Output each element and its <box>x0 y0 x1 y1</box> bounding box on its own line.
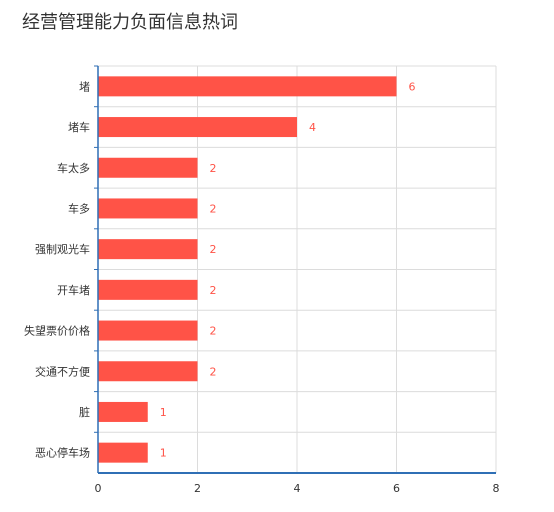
bar <box>98 442 148 463</box>
data-label: 2 <box>210 243 217 256</box>
category-label: 车太多 <box>57 161 90 175</box>
category-label: 失望票价价格 <box>24 324 90 338</box>
bar <box>98 198 198 219</box>
bar <box>98 239 198 260</box>
category-label: 堵车 <box>68 120 90 134</box>
category-label: 脏 <box>79 406 90 419</box>
chart-title: 经营管理能力负面信息热词 <box>22 12 238 33</box>
data-label: 2 <box>210 202 217 215</box>
bar <box>98 117 297 138</box>
data-label: 6 <box>409 80 416 93</box>
bar <box>98 76 397 97</box>
category-label: 交通不方便 <box>35 364 90 378</box>
bar <box>98 401 148 422</box>
data-label: 4 <box>309 121 316 134</box>
x-tick-label: 4 <box>294 482 301 495</box>
bar <box>98 157 198 178</box>
data-label: 2 <box>210 162 217 175</box>
axes <box>94 65 496 474</box>
category-label: 车多 <box>68 201 90 215</box>
bars <box>98 76 397 463</box>
labels: 堵 6 堵车 4 车太多 2 车多 2 强制观光车 2 开车堵 2 失望票价价格 2 交通不方便 2 脏 1 恶心停… <box>24 79 500 495</box>
category-label: 恶心停车场 <box>35 446 90 460</box>
data-label: 2 <box>210 325 217 338</box>
data-label: 2 <box>210 284 217 297</box>
category-label: 开车堵 <box>57 283 90 297</box>
bar <box>98 279 198 300</box>
x-tick-label: 6 <box>393 482 400 495</box>
bar <box>98 320 198 341</box>
x-tick-label: 0 <box>95 482 102 495</box>
x-tick-label: 8 <box>493 482 500 495</box>
data-label: 2 <box>210 365 217 378</box>
data-label: 1 <box>160 406 167 419</box>
data-label: 1 <box>160 447 167 460</box>
x-tick-label: 2 <box>194 482 201 495</box>
bar <box>98 361 198 382</box>
category-label: 强制观光车 <box>35 242 90 256</box>
category-label: 堵 <box>79 79 90 93</box>
